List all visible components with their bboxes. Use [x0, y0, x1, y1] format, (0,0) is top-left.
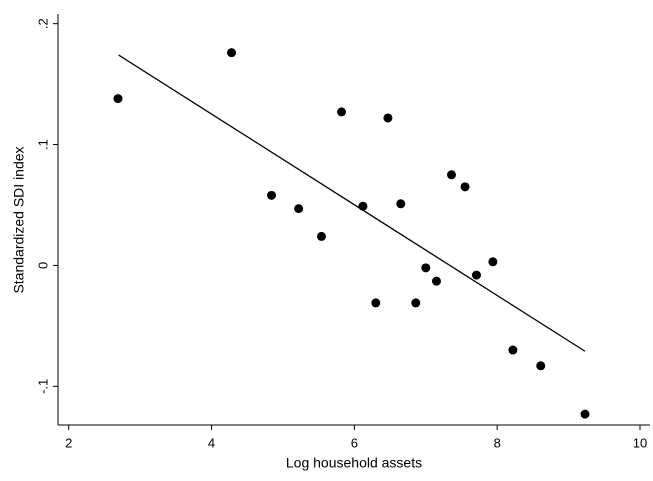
x-tick-label: 4: [208, 435, 215, 450]
x-tick-label: 6: [351, 435, 358, 450]
x-tick-label: 8: [494, 435, 501, 450]
point: [383, 113, 393, 123]
fit-line: [118, 54, 586, 352]
point: [431, 276, 441, 286]
point: [471, 270, 481, 280]
y-axis-label: Standardized SDI index: [11, 146, 27, 293]
point: [113, 94, 123, 104]
point: [580, 409, 590, 419]
point: [446, 170, 456, 180]
y-tick-label: 0: [35, 262, 50, 269]
x-axis-label: Log household assets: [286, 455, 422, 471]
y-tick-label: .2: [35, 18, 50, 29]
point: [396, 199, 406, 209]
point: [358, 201, 368, 211]
point: [421, 263, 431, 273]
y-tick-label: -.1: [35, 379, 50, 394]
y-tick-label: .1: [35, 139, 50, 150]
point: [460, 182, 470, 192]
x-tick-label: 10: [633, 435, 647, 450]
point: [536, 361, 546, 371]
point: [317, 231, 327, 241]
point: [371, 298, 381, 308]
point: [267, 190, 277, 200]
point: [294, 204, 304, 214]
point: [488, 257, 498, 267]
point: [411, 298, 421, 308]
point: [227, 48, 237, 58]
point: [337, 107, 347, 117]
point: [508, 345, 518, 355]
x-tick-label: 2: [65, 435, 72, 450]
